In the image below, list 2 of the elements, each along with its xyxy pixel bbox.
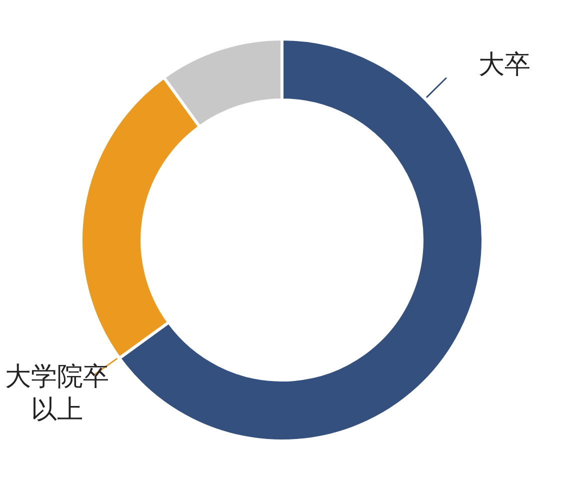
slice-label: 大卒: [477, 48, 532, 82]
slice-label: 大学院卒以上: [4, 360, 110, 428]
